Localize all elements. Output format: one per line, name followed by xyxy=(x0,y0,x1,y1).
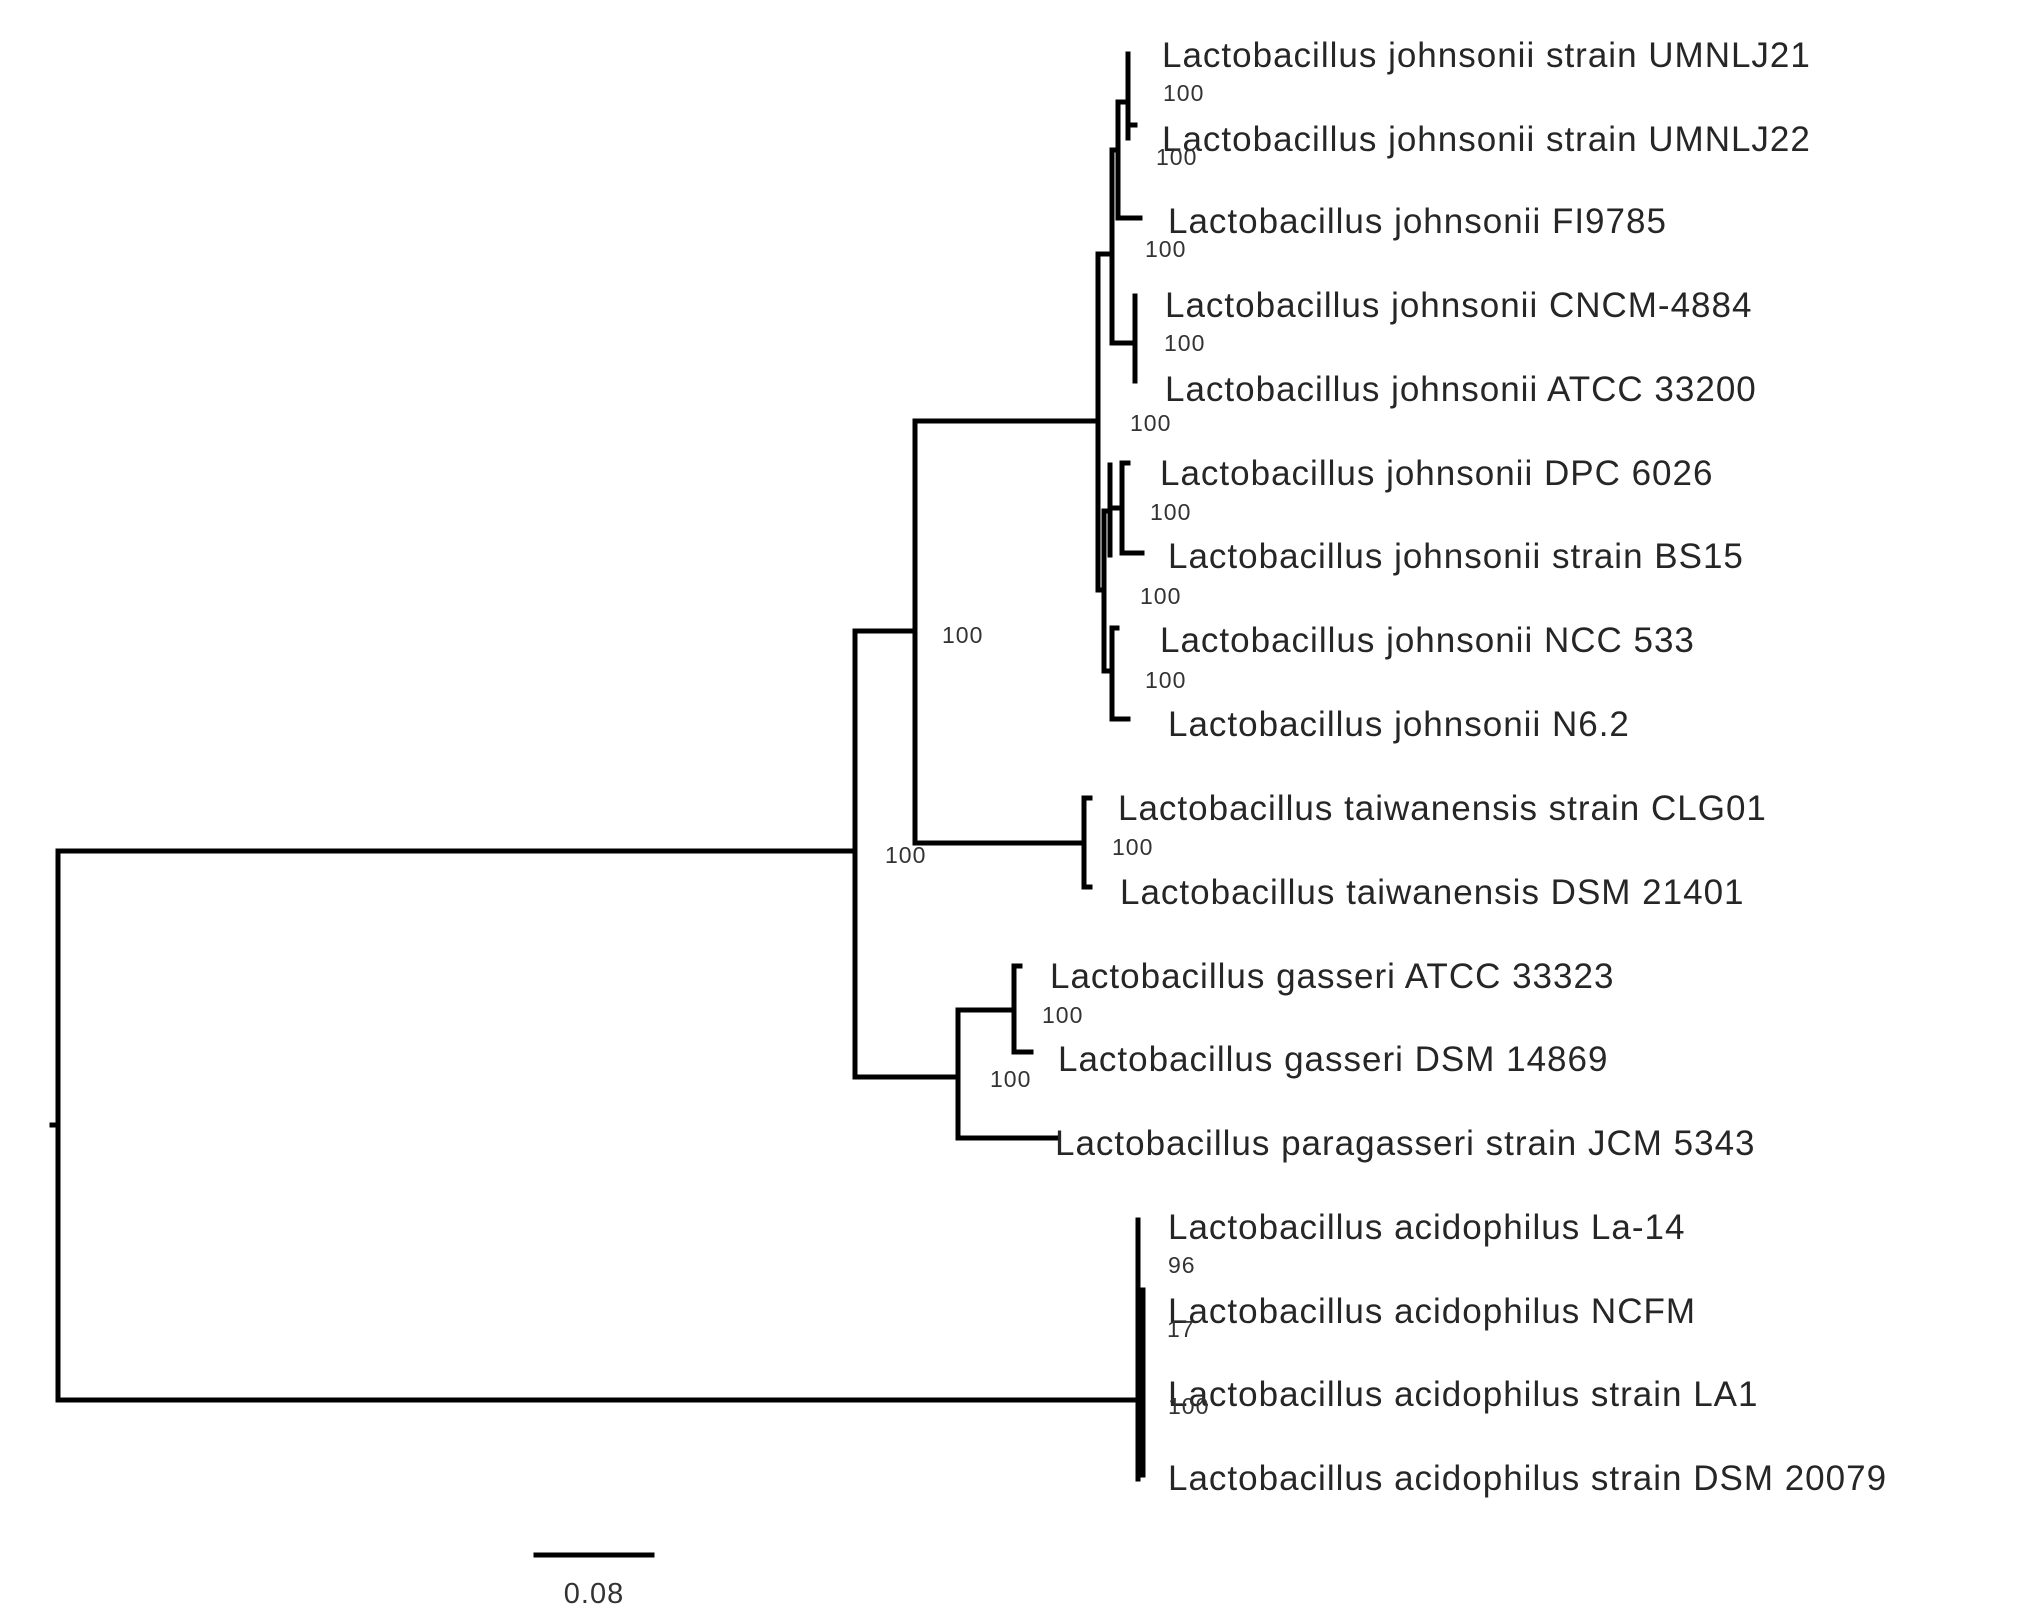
leaf-label: Lactobacillus johnsonii NCC 533 xyxy=(1160,621,1695,660)
scale-bar-label: 0.08 xyxy=(564,1578,624,1610)
support-values: 100 100 100 100 100 100 100 100 100 100 … xyxy=(885,80,1209,1419)
leaf-label: Lactobacillus acidophilus NCFM xyxy=(1168,1292,1696,1331)
leaf-label: Lactobacillus gasseri DSM 14869 xyxy=(1058,1040,1608,1079)
bootstrap-value: 100 xyxy=(1112,834,1153,860)
bootstrap-value: 100 xyxy=(1150,499,1191,525)
bootstrap-value: 100 xyxy=(1140,583,1181,609)
bootstrap-value: 100 xyxy=(1168,1393,1209,1419)
bootstrap-value: 100 xyxy=(990,1066,1031,1092)
bootstrap-value: 100 xyxy=(1163,80,1204,106)
bootstrap-value: 100 xyxy=(1164,330,1205,356)
leaf-label: Lactobacillus johnsonii DPC 6026 xyxy=(1160,454,1713,493)
bootstrap-value: 100 xyxy=(1130,410,1171,436)
scale-bar: 0.08 xyxy=(533,1552,655,1610)
leaf-label: Lactobacillus johnsonii ATCC 33200 xyxy=(1165,370,1757,409)
bootstrap-value: 100 xyxy=(942,622,983,648)
leaf-label: Lactobacillus johnsonii strain BS15 xyxy=(1168,537,1744,576)
leaf-label: Lactobacillus taiwanensis strain CLG01 xyxy=(1118,789,1767,828)
tree-branches xyxy=(49,51,1146,1482)
bootstrap-value: 100 xyxy=(885,842,926,868)
bootstrap-value: 17 xyxy=(1167,1316,1195,1342)
bootstrap-value: 100 xyxy=(1156,144,1197,170)
leaf-label: Lactobacillus johnsonii N6.2 xyxy=(1168,705,1630,744)
bootstrap-value: 100 xyxy=(1145,667,1186,693)
leaf-label: Lactobacillus taiwanensis DSM 21401 xyxy=(1120,873,1745,912)
leaf-label: Lactobacillus johnsonii FI9785 xyxy=(1168,202,1667,241)
leaf-label: Lactobacillus acidophilus La-14 xyxy=(1168,1208,1685,1247)
bootstrap-value: 100 xyxy=(1042,1002,1083,1028)
leaf-label: Lactobacillus acidophilus strain DSM 200… xyxy=(1168,1459,1887,1498)
leaf-label: Lactobacillus gasseri ATCC 33323 xyxy=(1050,957,1614,996)
leaf-labels: Lactobacillus johnsonii strain UMNLJ21 L… xyxy=(1050,36,1887,1498)
leaf-label: Lactobacillus johnsonii strain UMNLJ21 xyxy=(1162,36,1811,75)
leaf-label: Lactobacillus paragasseri strain JCM 534… xyxy=(1055,1124,1756,1163)
bootstrap-value: 100 xyxy=(1145,236,1186,262)
leaf-label: Lactobacillus johnsonii CNCM-4884 xyxy=(1165,286,1752,325)
leaf-label: Lactobacillus acidophilus strain LA1 xyxy=(1168,1375,1759,1414)
leaf-label: Lactobacillus johnsonii strain UMNLJ22 xyxy=(1162,120,1811,159)
bootstrap-value: 96 xyxy=(1168,1252,1196,1278)
